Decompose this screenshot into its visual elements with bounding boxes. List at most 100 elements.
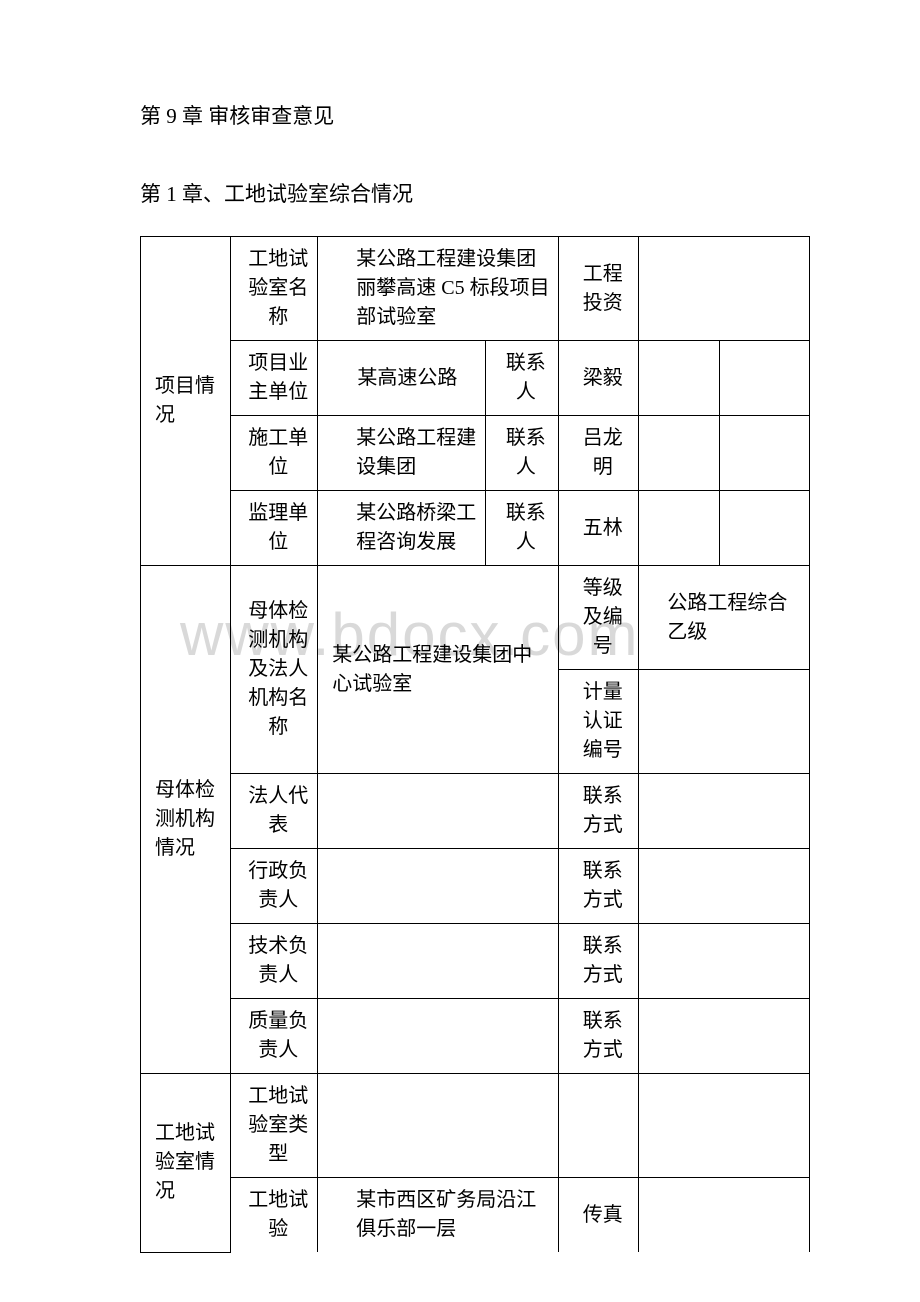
cell-text: 技术负责人 (248, 935, 308, 986)
cell-parent-name-label: 母体检测机构及法人机构名称 (231, 566, 318, 774)
cell-text: 工地试验室情况 (155, 1122, 215, 1202)
cell-lab-name-label: 工地试验室名称 (231, 237, 318, 341)
cell-legal-rep-label: 法人代表 (231, 774, 318, 849)
cell-text: 联系方式 (583, 1010, 623, 1061)
cell-text: 工地试验室名称 (248, 248, 308, 328)
cell-parent-name-value: 某公路工程建设集团中心试验室 (318, 566, 559, 774)
cell-text: 计量认证编号 (583, 681, 623, 761)
cell-empty (719, 491, 809, 566)
cell-text: 联系人 (506, 502, 546, 553)
cell-supervisor-label: 监理单位 (231, 491, 318, 566)
cell-contact-value: 五林 (559, 491, 639, 566)
document-content: 第 9 章 审核审查意见 第 1 章、工地试验室综合情况 项目情况 工地试验室名… (140, 100, 810, 1253)
cell-text: 某公路工程建设集团中心试验室 (332, 644, 532, 695)
cell-text: 梁毅 (583, 367, 623, 389)
cell-grade-value: 公路工程综合乙级 (639, 566, 810, 670)
cell-empty (719, 416, 809, 491)
cell-empty (639, 1074, 810, 1178)
cell-legal-rep-value (318, 774, 559, 849)
cell-text: 质量负责人 (248, 1010, 308, 1061)
cell-empty (639, 491, 719, 566)
overview-table: 项目情况 工地试验室名称 某公路工程建设集团丽攀高速 C5 标段项目部试验室 工… (140, 236, 810, 1253)
cell-cert-label: 计量认证编号 (559, 670, 639, 774)
cell-contact-value: 梁毅 (559, 341, 639, 416)
chapter-9-heading: 第 9 章 审核审查意见 (140, 100, 810, 130)
cell-text: 母体检测机构情况 (155, 779, 215, 859)
cell-text: 行政负责人 (248, 860, 308, 911)
cell-text: 五林 (583, 517, 623, 539)
cell-text: 联系人 (506, 352, 546, 403)
cell-quality-head-value (318, 999, 559, 1074)
cell-text: 吕龙明 (583, 427, 623, 478)
cell-text: 法人代表 (248, 785, 308, 836)
cell-tech-head-value (318, 924, 559, 999)
cell-text: 传真 (583, 1204, 623, 1226)
cell-text: 工程投资 (583, 263, 623, 314)
table-row: 工地试验室情况 工地试验室类型 (141, 1074, 810, 1178)
cell-text: 某公路工程建设集团丽攀高速 C5 标段项目部试验室 (356, 248, 549, 328)
cell-contact-method-value (639, 849, 810, 924)
cell-contact-label: 联系人 (485, 491, 559, 566)
cell-empty (639, 416, 719, 491)
cell-contact-method-label: 联系方式 (559, 774, 639, 849)
table-row: 监理单位 某公路桥梁工程咨询发展 联系人 五林 (141, 491, 810, 566)
cell-admin-head-label: 行政负责人 (231, 849, 318, 924)
cell-lab-addr-label: 工地试验 (231, 1178, 318, 1253)
table-row: 法人代表 联系方式 (141, 774, 810, 849)
cell-text: 项目情况 (155, 375, 215, 426)
table-row: 母体检测机构情况 母体检测机构及法人机构名称 某公路工程建设集团中心试验室 等级… (141, 566, 810, 670)
group-label-project: 项目情况 (141, 237, 231, 566)
table-row: 行政负责人 联系方式 (141, 849, 810, 924)
cell-grade-label: 等级及编号 (559, 566, 639, 670)
table-row: 质量负责人 联系方式 (141, 999, 810, 1074)
group-label-parent: 母体检测机构情况 (141, 566, 231, 1074)
cell-owner-label: 项目业主单位 (231, 341, 318, 416)
table-row: 工地试验 某市西区矿务局沿江俱乐部一层 传真 (141, 1178, 810, 1253)
group-label-site-lab: 工地试验室情况 (141, 1074, 231, 1253)
cell-contractor-label: 施工单位 (231, 416, 318, 491)
cell-contact-method-value (639, 774, 810, 849)
chapter-1-heading: 第 1 章、工地试验室综合情况 (140, 178, 810, 208)
cell-text: 工地试验室类型 (248, 1085, 308, 1165)
cell-contact-method-label: 联系方式 (559, 999, 639, 1074)
cell-supervisor-value: 某公路桥梁工程咨询发展 (318, 491, 485, 566)
cell-text: 联系方式 (583, 935, 623, 986)
cell-text: 工地试验 (248, 1189, 308, 1240)
table-row: 项目业主单位 某高速公路 联系人 梁毅 (141, 341, 810, 416)
cell-text: 某市西区矿务局沿江俱乐部一层 (356, 1189, 536, 1240)
cell-contact-label: 联系人 (485, 416, 559, 491)
cell-quality-head-label: 质量负责人 (231, 999, 318, 1074)
cell-text: 联系方式 (583, 785, 623, 836)
cell-contact-value: 吕龙明 (559, 416, 639, 491)
cell-empty (559, 1074, 639, 1178)
cell-text: 等级及编号 (583, 577, 623, 657)
table-row: 施工单位 某公路工程建设集团 联系人 吕龙明 (141, 416, 810, 491)
cell-text: 公路工程综合乙级 (667, 592, 787, 643)
cell-cert-value (639, 670, 810, 774)
cell-text: 联系方式 (583, 860, 623, 911)
cell-owner-value: 某高速公路 (318, 341, 485, 416)
cell-contact-method-value (639, 924, 810, 999)
cell-lab-type-value (318, 1074, 559, 1178)
cell-text: 联系人 (506, 427, 546, 478)
cell-investment-label: 工程投资 (559, 237, 639, 341)
cell-contact-method-value (639, 999, 810, 1074)
cell-text: 某高速公路 (357, 367, 457, 389)
table-row: 技术负责人 联系方式 (141, 924, 810, 999)
cell-text: 监理单位 (248, 502, 308, 553)
cell-contact-method-label: 联系方式 (559, 849, 639, 924)
cell-empty (639, 341, 719, 416)
cell-tech-head-label: 技术负责人 (231, 924, 318, 999)
cell-text: 项目业主单位 (248, 352, 308, 403)
cell-empty (719, 341, 809, 416)
cell-lab-type-label: 工地试验室类型 (231, 1074, 318, 1178)
cell-fax-value (639, 1178, 810, 1253)
cell-fax-label: 传真 (559, 1178, 639, 1253)
cell-investment-value (639, 237, 810, 341)
cell-lab-addr-value: 某市西区矿务局沿江俱乐部一层 (318, 1178, 559, 1253)
cell-lab-name-value: 某公路工程建设集团丽攀高速 C5 标段项目部试验室 (318, 237, 559, 341)
cell-contact-label: 联系人 (485, 341, 559, 416)
table-row: 项目情况 工地试验室名称 某公路工程建设集团丽攀高速 C5 标段项目部试验室 工… (141, 237, 810, 341)
cell-contact-method-label: 联系方式 (559, 924, 639, 999)
cell-contractor-value: 某公路工程建设集团 (318, 416, 485, 491)
